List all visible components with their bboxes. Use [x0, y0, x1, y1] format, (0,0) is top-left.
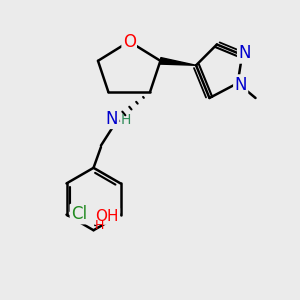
- Text: N: N: [106, 110, 118, 128]
- Text: H: H: [120, 113, 131, 127]
- Text: Cl: Cl: [71, 205, 87, 223]
- Polygon shape: [160, 58, 196, 65]
- Text: H: H: [94, 218, 104, 232]
- Text: N: N: [238, 44, 251, 62]
- Text: N: N: [234, 76, 247, 94]
- Text: O: O: [123, 32, 136, 50]
- Text: OH: OH: [95, 208, 119, 224]
